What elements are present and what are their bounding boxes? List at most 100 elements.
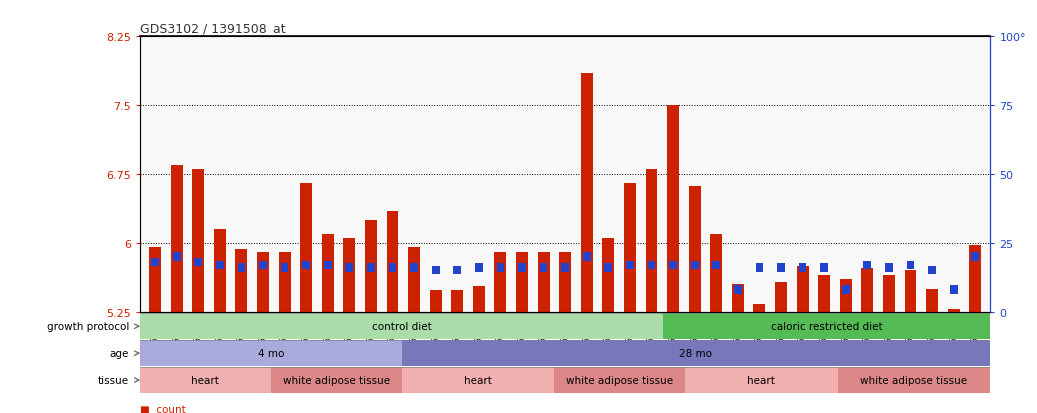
Bar xyxy=(581,74,593,312)
Bar xyxy=(140,340,401,366)
Bar xyxy=(516,252,528,312)
Text: age: age xyxy=(110,348,129,358)
Bar xyxy=(685,368,838,393)
Bar xyxy=(972,253,979,261)
Bar xyxy=(561,264,569,272)
Bar xyxy=(271,368,401,393)
Bar xyxy=(583,253,591,261)
Bar xyxy=(401,340,990,366)
Bar xyxy=(365,220,376,312)
Bar xyxy=(950,286,957,294)
Text: GDS3102 / 1391508_at: GDS3102 / 1391508_at xyxy=(140,21,285,35)
Bar xyxy=(151,258,159,266)
Bar xyxy=(539,264,548,272)
Bar xyxy=(882,275,895,312)
Bar xyxy=(257,252,269,312)
Bar xyxy=(192,170,204,312)
Bar xyxy=(734,286,741,294)
Bar xyxy=(259,261,267,269)
Bar xyxy=(324,261,332,269)
Text: ■  count: ■ count xyxy=(140,404,186,413)
Bar xyxy=(140,368,271,393)
Text: control diet: control diet xyxy=(371,321,431,332)
Bar xyxy=(664,314,990,339)
Bar xyxy=(429,291,442,312)
Bar xyxy=(838,368,990,393)
Bar xyxy=(411,264,418,272)
Text: tissue: tissue xyxy=(97,375,129,385)
Bar xyxy=(970,245,981,312)
Text: white adipose tissue: white adipose tissue xyxy=(861,375,968,385)
Bar xyxy=(559,252,571,312)
Bar xyxy=(775,282,787,312)
Bar xyxy=(453,266,461,275)
Text: 28 mo: 28 mo xyxy=(679,348,712,358)
Bar xyxy=(473,286,484,312)
Bar xyxy=(904,271,917,312)
Text: growth protocol: growth protocol xyxy=(47,321,129,332)
Bar xyxy=(928,266,936,275)
Bar xyxy=(862,269,873,312)
Text: heart: heart xyxy=(192,375,220,385)
Bar xyxy=(948,309,959,312)
Bar xyxy=(796,266,809,312)
Bar xyxy=(194,258,202,266)
Bar xyxy=(389,264,396,272)
Bar xyxy=(303,261,310,269)
Bar xyxy=(626,261,634,269)
Bar xyxy=(345,264,354,272)
Bar xyxy=(691,261,699,269)
Text: heart: heart xyxy=(748,375,776,385)
Bar xyxy=(537,252,550,312)
Bar xyxy=(602,239,614,312)
Bar xyxy=(798,264,807,272)
Bar xyxy=(214,230,226,312)
Bar xyxy=(495,252,506,312)
Bar xyxy=(235,249,248,312)
Bar xyxy=(818,275,830,312)
Bar xyxy=(237,264,246,272)
Bar xyxy=(497,264,504,272)
Bar xyxy=(431,266,440,275)
Bar xyxy=(367,264,374,272)
Text: heart: heart xyxy=(464,375,492,385)
Bar xyxy=(756,264,763,272)
Bar xyxy=(648,261,655,269)
Bar xyxy=(475,264,482,272)
Bar xyxy=(732,285,744,312)
Bar xyxy=(777,264,785,272)
Text: 4 mo: 4 mo xyxy=(257,348,284,358)
Bar xyxy=(754,304,765,312)
Bar xyxy=(279,252,290,312)
Bar xyxy=(689,186,701,312)
Bar xyxy=(451,291,464,312)
Bar xyxy=(554,368,685,393)
Bar xyxy=(624,184,636,312)
Bar xyxy=(149,248,161,312)
Bar xyxy=(906,261,915,269)
Text: white adipose tissue: white adipose tissue xyxy=(283,375,390,385)
Bar xyxy=(820,264,828,272)
Bar xyxy=(321,234,334,312)
Bar xyxy=(409,248,420,312)
Bar xyxy=(216,261,224,269)
Bar xyxy=(301,184,312,312)
Bar xyxy=(281,264,288,272)
Bar xyxy=(840,280,851,312)
Bar xyxy=(518,264,526,272)
Bar xyxy=(387,211,398,312)
Bar xyxy=(401,368,554,393)
Bar xyxy=(646,170,657,312)
Bar xyxy=(842,286,849,294)
Bar xyxy=(173,253,180,261)
Text: white adipose tissue: white adipose tissue xyxy=(566,375,673,385)
Bar xyxy=(864,261,871,269)
Bar xyxy=(605,264,612,272)
Bar xyxy=(885,264,893,272)
Text: caloric restricted diet: caloric restricted diet xyxy=(770,321,882,332)
Bar xyxy=(343,239,356,312)
Bar xyxy=(926,289,938,312)
Bar xyxy=(667,106,679,312)
Bar xyxy=(710,234,722,312)
Bar xyxy=(669,261,677,269)
